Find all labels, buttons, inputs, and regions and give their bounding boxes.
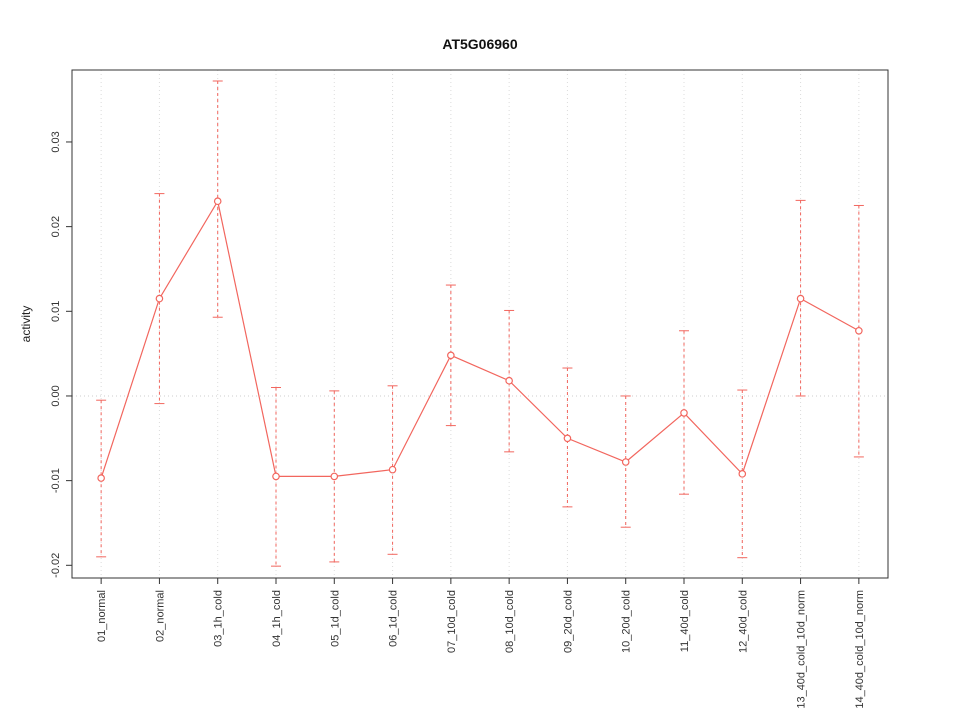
data-point [155,294,164,303]
y-tick-label: -0.01 [50,468,62,493]
y-tick-label: 0.03 [50,131,62,152]
data-point [505,376,513,385]
data-point [272,472,280,481]
x-tick-label: 07_10d_cold [446,590,458,653]
x-tick-label: 10_20d_cold [621,590,633,653]
data-point [330,472,339,481]
data-point [680,409,688,417]
x-tick-label: 05_1d_cold [329,590,341,647]
data-point [796,294,805,303]
x-tick-label: 12_40d_cold [737,590,749,653]
y-tick-label: 0.01 [50,301,62,322]
x-tick-label: 06_1d_cold [388,590,400,647]
x-tick-label: 13_40d_cold_10d_norm [796,590,808,709]
x-tick-label: 14_40d_cold_10d_norm [854,590,866,709]
data-point [563,434,572,443]
data-point [738,470,747,478]
data-point [447,351,455,360]
data-point [213,197,222,206]
series-line [100,199,860,479]
y-tick-label: 0.00 [50,385,62,406]
data-point [855,326,863,335]
x-tick-label: 08_10d_cold [504,590,516,653]
data-point [97,474,105,482]
x-tick-label: 01_normal [96,590,108,642]
y-tick-label: 0.02 [50,216,62,237]
chart-title: AT5G06960 [442,36,518,52]
data-point [621,458,630,466]
x-tick-label: 09_20d_cold [562,590,574,653]
plot-border [71,69,889,579]
x-tick-label: 03_1h_cold [213,590,225,647]
x-tick-label: 02_normal [154,590,166,642]
x-tick-label: 11_40d_cold [679,590,691,652]
data-point [388,465,397,474]
x-tick-label: 04_1h_cold [271,590,283,647]
y-tick-label: -0.02 [50,553,62,578]
